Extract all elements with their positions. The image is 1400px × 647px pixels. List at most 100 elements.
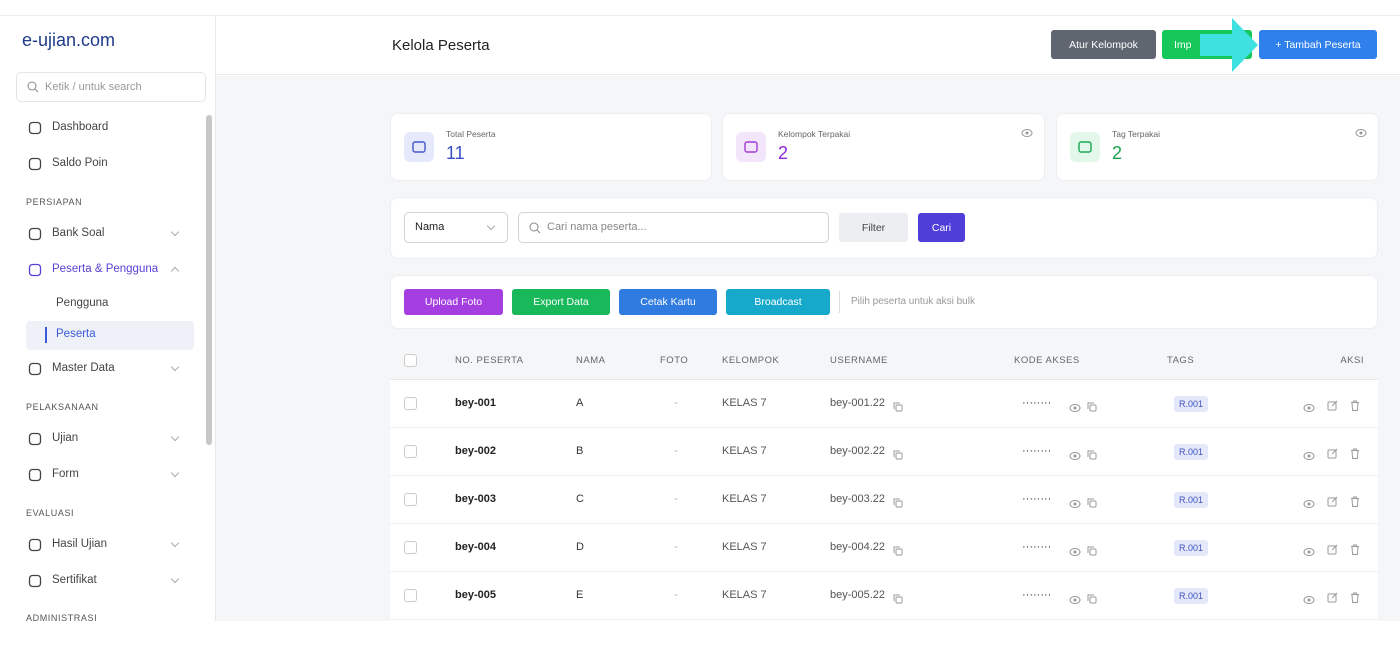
filter-select-text: Nama — [415, 221, 445, 233]
copy-code-icon — [1087, 399, 1097, 412]
stat-card — [390, 113, 712, 181]
copy-icon — [893, 495, 903, 508]
nav-item[interactable]: Sertifikat — [52, 574, 97, 586]
cell: bey-002 — [455, 445, 496, 457]
search-placeholder: Cari nama peserta... — [547, 221, 647, 233]
cell: bey-004.22 — [830, 541, 886, 553]
copy-code-icon — [1087, 543, 1097, 556]
tag-badge: R.001 — [1174, 588, 1209, 604]
nav-item[interactable]: Pengguna — [56, 297, 109, 309]
column-header: TAGS — [1167, 355, 1195, 366]
table-row — [390, 572, 1378, 620]
nav-section: PERSIAPAN — [26, 197, 83, 207]
stat-label: Total Peserta — [446, 129, 496, 139]
row-checkbox[interactable] — [404, 589, 417, 602]
cell: - — [674, 493, 678, 505]
copy-icon — [893, 399, 903, 412]
sidebar — [0, 15, 216, 621]
nav-icon — [28, 227, 42, 241]
filter-button[interactable]: Filter — [839, 213, 908, 242]
search-button[interactable]: Cari — [918, 213, 965, 242]
cell: bey-005 — [455, 589, 496, 601]
view-action — [1303, 496, 1315, 508]
tag-badge: R.001 — [1174, 540, 1209, 556]
column-header: NAMA — [576, 355, 606, 366]
show-code-icon — [1069, 400, 1081, 412]
filter-select[interactable] — [404, 212, 508, 243]
cell: bey-004 — [455, 541, 496, 553]
edit-action — [1327, 494, 1338, 507]
table-row — [390, 428, 1378, 476]
cell: ········ — [1022, 397, 1052, 409]
show-code-icon — [1069, 496, 1081, 508]
tag-badge: R.001 — [1174, 492, 1209, 508]
copy-icon — [893, 591, 903, 604]
row-checkbox[interactable] — [404, 541, 417, 554]
bulk-button[interactable]: Broadcast — [726, 289, 830, 315]
row-checkbox[interactable] — [404, 445, 417, 458]
search-icon — [27, 81, 39, 93]
page-title: Kelola Peserta — [392, 37, 490, 54]
nav-icon — [28, 432, 42, 446]
scrollbar — [206, 115, 212, 445]
nav-item[interactable]: Dashboard — [52, 121, 109, 133]
nav-item[interactable]: Peserta & Pengguna — [52, 263, 159, 275]
edit-action — [1327, 542, 1338, 555]
column-header: KODE AKSES — [1014, 355, 1080, 366]
nav-item[interactable]: Ujian — [52, 432, 79, 444]
column-header: NO. PESERTA — [455, 355, 524, 366]
column-header: KELOMPOK — [722, 355, 780, 366]
stat-card — [722, 113, 1045, 181]
column-header: FOTO — [660, 355, 689, 366]
brand: e-ujian.com — [22, 30, 116, 50]
delete-action — [1350, 446, 1360, 459]
cell: A — [576, 397, 584, 409]
bulk-divider — [839, 291, 840, 313]
cell: D — [576, 541, 584, 553]
delete-action — [1350, 542, 1360, 555]
table — [390, 340, 1378, 621]
nav-icon — [28, 362, 42, 376]
cell: KELAS 7 — [722, 493, 767, 505]
nav-item[interactable]: Hasil Ujian — [52, 538, 107, 550]
cell: ········ — [1022, 589, 1052, 601]
view-action — [1303, 544, 1315, 556]
header-checkbox[interactable] — [404, 354, 417, 367]
search-box[interactable] — [16, 72, 206, 102]
delete-action — [1350, 590, 1360, 603]
copy-icon — [893, 543, 903, 556]
delete-action — [1350, 494, 1360, 507]
cell: bey-002.22 — [830, 445, 886, 457]
row-checkbox[interactable] — [404, 397, 417, 410]
bulk-button[interactable]: Cetak Kartu — [619, 289, 717, 315]
tag-badge: R.001 — [1174, 396, 1209, 412]
cell: ········ — [1022, 493, 1052, 505]
bulk-hint: Pilih peserta untuk aksi bulk — [851, 296, 975, 307]
search-input[interactable] — [518, 212, 829, 243]
stat-value: 2 — [778, 143, 789, 163]
nav-icon — [28, 538, 42, 552]
nav-icon — [28, 121, 42, 135]
edit-action — [1327, 446, 1338, 459]
nav-item[interactable]: Peserta — [56, 328, 96, 340]
bulk-button[interactable]: Upload Foto — [404, 289, 503, 315]
tambah-peserta-button[interactable]: + Tambah Peserta — [1259, 30, 1377, 59]
nav-icon — [28, 574, 42, 588]
cell: - — [674, 397, 678, 409]
nav-item[interactable]: Form — [52, 468, 79, 480]
nav-section: PELAKSANAAN — [26, 402, 99, 412]
nav-item[interactable]: Saldo Poin — [52, 157, 108, 169]
nav-item[interactable]: Master Data — [52, 362, 115, 374]
atur-kelompok-button[interactable]: Atur Kelompok — [1051, 30, 1156, 59]
row-checkbox[interactable] — [404, 493, 417, 506]
stat-value: 11 — [446, 143, 465, 163]
visibility-icon — [1355, 125, 1367, 137]
stat-icon — [1070, 132, 1100, 162]
nav-item[interactable]: Bank Soal — [52, 227, 105, 239]
copy-code-icon — [1087, 447, 1097, 460]
stat-card — [1056, 113, 1379, 181]
show-code-icon — [1069, 448, 1081, 460]
bulk-button[interactable]: Export Data — [512, 289, 610, 315]
column-header: AKSI — [1340, 355, 1364, 366]
cell: bey-001 — [455, 397, 496, 409]
